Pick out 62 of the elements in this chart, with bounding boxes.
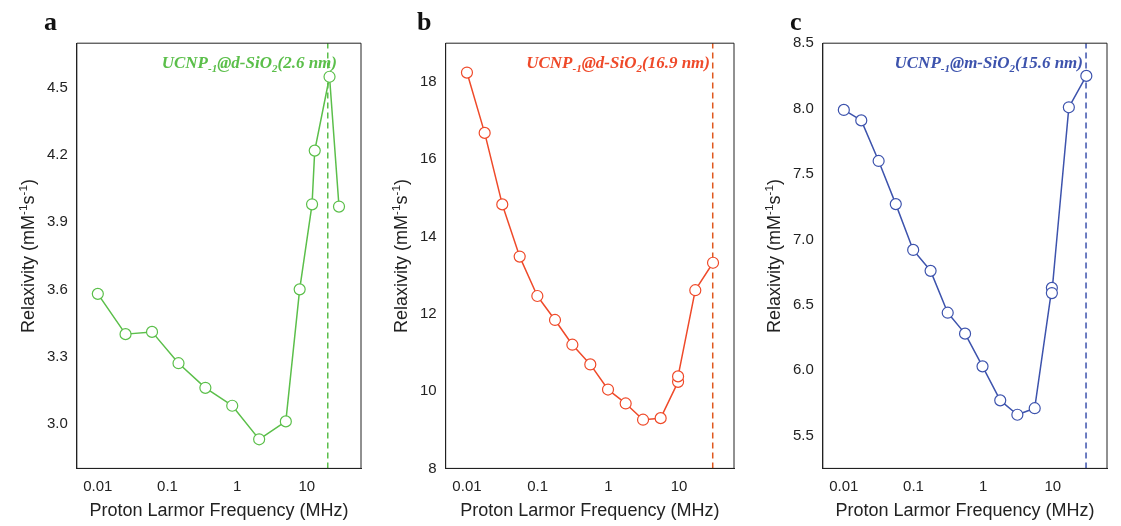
x-tick-label: 10: [298, 476, 316, 494]
point: [907, 243, 920, 257]
y-tick-label: 7.0: [792, 229, 814, 247]
chart-title: a: [44, 7, 57, 37]
point: [872, 154, 885, 168]
x-tick-label: 0.01: [452, 476, 482, 494]
point: [460, 66, 474, 79]
point: [941, 306, 954, 319]
y-tick-label: 3.6: [46, 279, 68, 297]
x-tick-label: 10: [670, 476, 688, 494]
point: [584, 358, 597, 371]
x-tick-label: 0.1: [527, 476, 549, 494]
point: [636, 413, 650, 426]
point: [976, 360, 989, 373]
y-tick-label: 4.2: [46, 145, 68, 163]
y-tick-label: 12: [420, 303, 437, 321]
point: [548, 313, 562, 327]
y-tick-label: 3.9: [46, 212, 68, 230]
x-axis-title: Proton Larmor Frequency (MHz): [835, 500, 1095, 521]
point: [855, 114, 868, 127]
point: [1028, 402, 1041, 415]
point: [601, 383, 615, 396]
chart-title: b: [417, 7, 432, 37]
point: [531, 289, 544, 303]
y-tick-label: 8.0: [792, 98, 814, 116]
x-tick-label: 0.1: [903, 476, 924, 494]
y-tick-label: 6.5: [792, 295, 814, 312]
y-tick-label: 10: [420, 381, 437, 399]
y-tick-label: 7.5: [792, 164, 814, 182]
series-label: UCNP$_{-1}$@m-SiO$_{2}$(15.6 nm): [894, 53, 1083, 75]
point: [1011, 408, 1024, 421]
x-tick-label: 1: [232, 476, 242, 494]
x-tick-label: 10: [1044, 476, 1062, 494]
series-label: UCNP$_{-1}$@d-SiO$_{2}$(2.6 nm): [161, 53, 337, 75]
text: UCNP$_{-1}$@d-SiO$_{2}$(16.9 nm): [526, 53, 710, 75]
point: [496, 198, 509, 211]
y-tick-label: 16: [420, 149, 437, 167]
x-tick-label: 0.01: [829, 476, 859, 494]
y-tick-label: 4.5: [46, 78, 68, 96]
point: [837, 103, 850, 117]
y-tick-label: 14: [420, 226, 437, 244]
y-tick-label: 18: [420, 72, 437, 89]
x-tick-label: 1: [978, 476, 988, 494]
point: [478, 126, 491, 139]
y-tick-label: 5.5: [792, 425, 814, 443]
point: [924, 264, 937, 277]
y-tick-label: 3.3: [46, 346, 68, 364]
point: [619, 397, 632, 410]
point: [513, 250, 526, 263]
point: [889, 198, 902, 211]
point: [994, 394, 1007, 407]
x-tick-label: 1: [604, 476, 613, 494]
point: [566, 338, 579, 351]
y-tick-label: 3.0: [46, 413, 68, 431]
x-tick-label: 0.1: [157, 476, 178, 494]
y-tick-label: 6.0: [792, 360, 814, 378]
x-axis-title: Proton Larmor Frequency (MHz): [460, 500, 720, 521]
x-axis-title: Proton Larmor Frequency (MHz): [89, 500, 349, 521]
y-tick-label: 8: [428, 458, 437, 476]
x-tick-label: 0.01: [83, 476, 113, 494]
point: [654, 412, 667, 425]
point: [958, 327, 972, 340]
